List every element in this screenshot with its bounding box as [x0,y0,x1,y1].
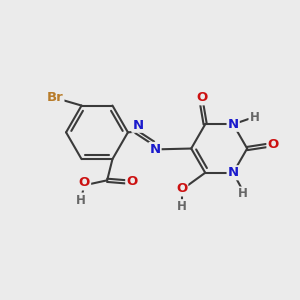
Text: N: N [228,166,239,179]
Text: Br: Br [47,92,63,104]
Text: O: O [126,175,137,188]
Text: O: O [196,91,207,104]
Text: H: H [249,111,259,124]
Text: O: O [268,139,279,152]
Text: O: O [176,182,187,195]
Text: N: N [228,118,239,131]
Text: N: N [149,143,161,156]
Text: N: N [132,119,143,132]
Text: O: O [79,176,90,190]
Text: H: H [76,194,86,206]
Text: H: H [177,200,187,213]
Text: H: H [238,188,248,200]
